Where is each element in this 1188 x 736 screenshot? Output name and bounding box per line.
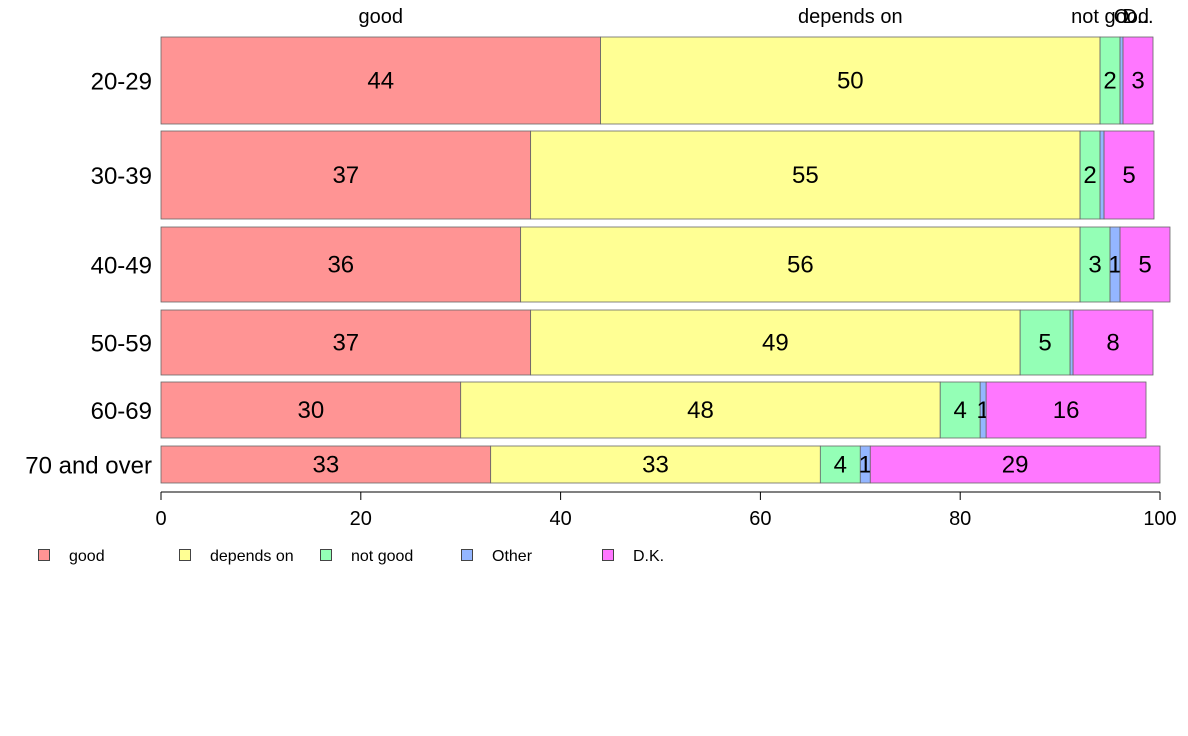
x-tick-label: 60 [749, 508, 771, 530]
data-label: 3 [1131, 68, 1144, 95]
legend-swatch [179, 549, 191, 561]
data-label: 8 [1106, 330, 1119, 357]
bar-segment [520, 226, 1081, 303]
x-tick-label: 80 [949, 508, 971, 530]
bar-segment [530, 130, 1081, 220]
top-series-label: depends on [798, 6, 903, 28]
bar-segment [530, 309, 1021, 376]
legend-label: good [69, 548, 105, 565]
data-label: 48 [687, 397, 714, 424]
data-label: 55 [792, 162, 819, 189]
data-label: 30 [297, 397, 324, 424]
legend-label: Other [492, 548, 533, 565]
bar-segment [160, 36, 601, 125]
bar-segment [160, 445, 492, 484]
legend-swatch [320, 549, 332, 561]
data-label: 33 [312, 452, 339, 479]
category-label: 30-39 [91, 163, 152, 190]
data-label: 5 [1038, 330, 1051, 357]
data-label: 2 [1103, 68, 1116, 95]
bar-segment [939, 381, 981, 439]
data-label: 2 [1083, 162, 1096, 189]
data-label: 49 [762, 330, 789, 357]
data-label: 33 [642, 452, 669, 479]
data-label: 37 [332, 162, 359, 189]
bar-segment [985, 381, 1147, 439]
x-tick-label: 20 [350, 508, 372, 530]
x-axis: 0 20 40 60 80 100 [155, 491, 1177, 530]
bar-segment [1099, 130, 1105, 220]
data-label: 4 [834, 452, 847, 479]
bar-segment [1069, 309, 1074, 376]
bar-segment [460, 381, 941, 439]
data-label: 4 [954, 397, 967, 424]
x-tick-label: 0 [155, 508, 166, 530]
bar-segment [490, 445, 821, 484]
top-series-label: not good [1071, 6, 1149, 28]
data-label: 37 [332, 330, 359, 357]
bar-segment [1103, 130, 1155, 220]
data-label: 1 [1108, 252, 1121, 279]
category-labels: 20-29 30-39 40-49 50-59 60-69 70 and over [25, 69, 152, 480]
top-series-labels: good depends on not goodOD... [359, 6, 1154, 28]
legend-swatch [38, 549, 50, 561]
bar-segment [1119, 226, 1171, 303]
bar-segment [1119, 36, 1124, 125]
data-label: 3 [1088, 252, 1101, 279]
category-label: 60-69 [91, 398, 152, 425]
category-label: 40-49 [91, 253, 152, 280]
bar-segment [819, 445, 861, 484]
top-series-label: D... [1122, 6, 1153, 28]
bar-segment [1122, 36, 1154, 125]
top-series-label: good [359, 6, 404, 28]
category-label: 70 and over [25, 453, 152, 480]
data-label: 1 [859, 452, 872, 479]
bar-segment [160, 309, 532, 376]
bar-segment [1072, 309, 1154, 376]
data-label: 56 [787, 252, 814, 279]
data-label: 5 [1122, 162, 1135, 189]
data-label: 16 [1053, 397, 1080, 424]
legend-label: not good [351, 548, 414, 565]
data-label: 50 [837, 68, 864, 95]
data-label: 44 [367, 68, 394, 95]
legend-swatch [461, 549, 473, 561]
bar-segment [869, 445, 1161, 484]
category-label: 20-29 [91, 69, 152, 96]
category-label: 50-59 [91, 331, 152, 358]
legend-label: depends on [210, 548, 294, 565]
data-label: 5 [1138, 252, 1151, 279]
data-label: 29 [1002, 452, 1029, 479]
legend-label: D.K. [633, 548, 665, 565]
x-tick-label: 100 [1143, 508, 1176, 530]
data-label: 36 [327, 252, 354, 279]
legend-swatch [602, 549, 614, 561]
top-series-label: O [1114, 6, 1130, 28]
x-tick-label: 40 [549, 508, 571, 530]
